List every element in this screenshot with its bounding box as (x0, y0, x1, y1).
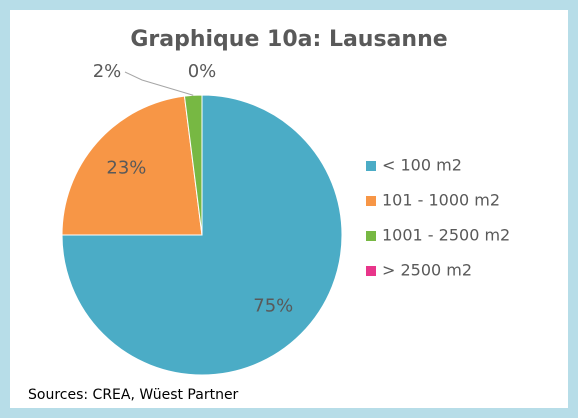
legend-swatch (366, 161, 376, 171)
legend-swatch (366, 266, 376, 276)
pie-slice (61, 95, 203, 236)
data-label: 0% (188, 61, 217, 82)
legend-swatch (366, 196, 376, 206)
data-label: 23% (106, 157, 146, 178)
data-label: 75% (253, 295, 293, 316)
source: Sources: CREA, Wüest Partner (28, 387, 239, 403)
legend-label: 101 - 1000 m2 (382, 191, 500, 210)
pie-slice (61, 94, 343, 376)
legend-swatch (366, 231, 376, 241)
chart-title: Graphique 10a: Lausanne (130, 27, 447, 52)
data-label: 2% (93, 61, 122, 82)
legend-label: 1001 - 2500 m2 (382, 226, 510, 245)
leader-line (124, 71, 194, 96)
legend-label: < 100 m2 (382, 156, 462, 175)
legend-label: > 2500 m2 (382, 261, 472, 280)
